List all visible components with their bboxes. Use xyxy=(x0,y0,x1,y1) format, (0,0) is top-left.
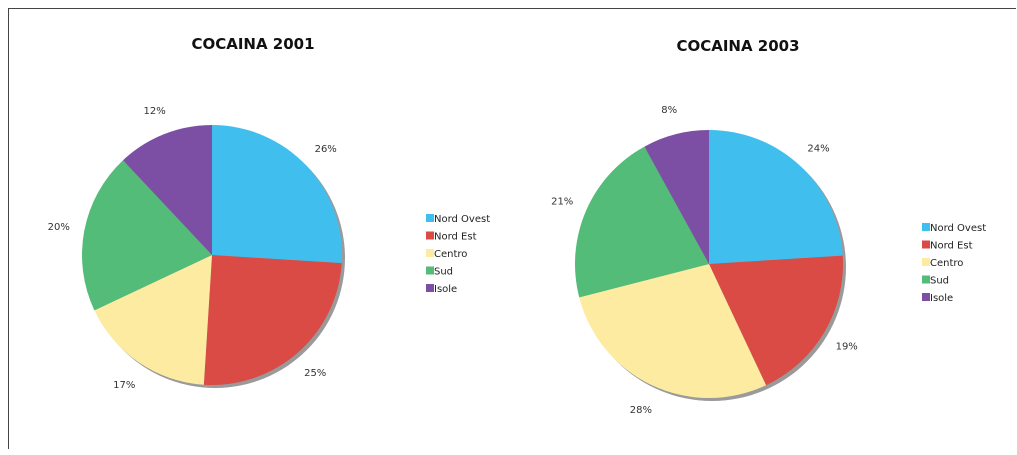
legend-label-nord-est: Nord Est xyxy=(930,241,973,252)
slice-label-nord-ovest: 24% xyxy=(807,143,829,154)
pie-slice-isole xyxy=(644,130,709,264)
slice-label-nord-est: 19% xyxy=(836,341,858,352)
pie-slice-nord-ovest xyxy=(212,125,342,264)
legend-swatch-centro xyxy=(426,249,434,257)
pie-slice-nord-est xyxy=(203,255,342,385)
legend-swatch-sud xyxy=(922,275,930,284)
slice-label-centro: 28% xyxy=(630,405,652,416)
pie-slice-nord-est xyxy=(709,255,844,386)
slice-label-centro: 17% xyxy=(113,380,135,391)
legend-swatch-centro xyxy=(922,258,930,266)
pie-slice-sud xyxy=(81,160,212,311)
legend-swatch-nord-est xyxy=(922,240,930,249)
pie-slice-nord-ovest xyxy=(709,130,843,264)
legend-label-nord-ovest: Nord Ovest xyxy=(930,223,986,234)
chart-legend: Nord Ovest Nord Est Centro Sud Isole xyxy=(426,214,490,295)
legend-label-sud: Sud xyxy=(930,276,949,287)
legend-label-centro: Centro xyxy=(930,258,963,269)
legend-label-isole: Isole xyxy=(434,284,457,295)
pie-slice-centro xyxy=(579,264,767,399)
legend-swatch-sud xyxy=(426,266,434,275)
legend-swatch-isole xyxy=(922,293,930,301)
chart-legend: Nord Ovest Nord Est Centro Sud Isole xyxy=(922,223,986,304)
legend-label-sud: Sud xyxy=(434,267,453,278)
slice-label-isole: 12% xyxy=(143,106,165,117)
legend-label-isole: Isole xyxy=(930,293,953,304)
legend-label-nord-est: Nord Est xyxy=(434,232,477,243)
pie-slice-sud xyxy=(575,146,709,298)
legend-swatch-isole xyxy=(426,284,434,292)
slice-label-sud: 20% xyxy=(48,222,70,233)
chart-title: COCAINA 2001 xyxy=(191,35,314,53)
pie-slice-centro xyxy=(94,255,212,385)
pie-slice-isole xyxy=(123,125,212,255)
legend-swatch-nord-ovest xyxy=(922,223,930,231)
chart-title: COCAINA 2003 xyxy=(676,37,799,55)
slice-label-nord-ovest: 26% xyxy=(315,144,337,155)
legend-label-nord-ovest: Nord Ovest xyxy=(434,214,490,225)
slice-label-isole: 8% xyxy=(661,105,677,116)
slice-label-sud: 21% xyxy=(551,197,573,208)
legend-swatch-nord-ovest xyxy=(426,214,434,222)
legend-swatch-nord-est xyxy=(426,231,434,240)
slice-label-nord-est: 25% xyxy=(304,368,326,379)
legend-label-centro: Centro xyxy=(434,249,467,260)
